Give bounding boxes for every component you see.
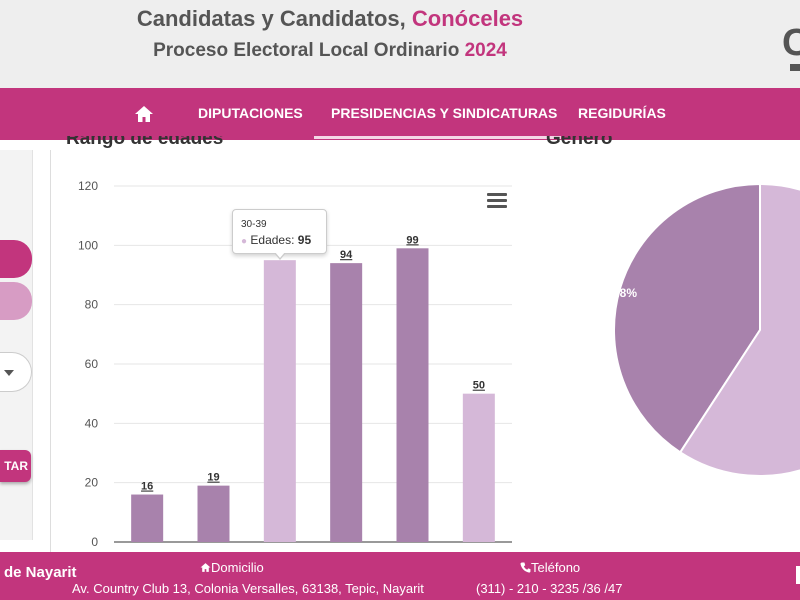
bar[interactable] — [131, 494, 164, 542]
footer-edge-icon — [796, 566, 800, 584]
y-tick-label: 20 — [85, 476, 99, 490]
tooltip-row: ● Edades: 95 — [241, 233, 311, 247]
gender-pie-chart: 40.8% — [603, 182, 800, 477]
bar-chart-title: Rango de edades — [66, 136, 224, 149]
footer-address-heading: Domicilio — [200, 560, 264, 575]
bar-chart-title-clip: Rango de edades — [66, 136, 266, 154]
subtitle-year: 2024 — [464, 40, 507, 61]
bar-data-label: 99 — [406, 234, 418, 246]
footer-phone-heading: Teléfono — [520, 560, 580, 575]
phone-icon — [520, 562, 531, 573]
chart-menu-icon[interactable] — [487, 193, 507, 209]
chart-tooltip: 30-39 ● Edades: 95 — [232, 209, 327, 254]
bar-data-label: 19 — [207, 472, 219, 484]
tooltip-series-name: Edades: — [250, 233, 295, 247]
bar[interactable] — [330, 263, 363, 542]
title-accent: Conóceles — [411, 6, 524, 31]
y-tick-label: 0 — [91, 535, 98, 549]
bar-data-label: 50 — [473, 380, 485, 392]
filter-option-button-1[interactable] — [0, 240, 32, 278]
bar[interactable] — [263, 260, 296, 542]
tooltip-series-dot: ● — [241, 236, 248, 247]
pie-chart-title-clip: Género — [546, 136, 666, 154]
y-tick-label: 60 — [85, 357, 99, 371]
filter-select[interactable] — [0, 352, 32, 392]
y-tick-label: 120 — [78, 179, 98, 193]
filter-option-button-2[interactable] — [0, 282, 32, 320]
page-title: Candidatas y Candidatos, Conóceles — [0, 6, 660, 32]
page-subtitle: Proceso Electoral Local Ordinario 2024 — [0, 40, 660, 62]
tooltip-arrow — [275, 252, 285, 258]
bar-data-label: 16 — [141, 481, 153, 493]
age-range-bar-chart: 0 20 40 60 80 100 120 16 19 94 99 50 — [78, 179, 512, 549]
active-tab-indicator — [314, 136, 561, 139]
pie-slice[interactable] — [678, 182, 800, 477]
nav-item-presidencias[interactable]: PRESIDENCIAS Y SINDICATURAS — [331, 105, 558, 121]
nav-item-regidurias[interactable]: REGIDURÍAS — [578, 105, 666, 121]
subtitle-main: Proceso Electoral Local Ordinario — [153, 40, 460, 61]
y-tick-label: 40 — [85, 416, 99, 430]
tooltip-category: 30-39 — [241, 219, 267, 230]
footer-phone: (311) - 210 - 3235 /36 /47 — [476, 581, 623, 596]
home-icon — [200, 563, 211, 572]
consult-button[interactable]: TAR — [0, 450, 31, 482]
logo-mark — [790, 64, 800, 71]
bar-data-label: 94 — [340, 249, 353, 261]
logo: C — [782, 22, 800, 64]
footer-org-name: de Nayarit — [4, 564, 77, 581]
y-tick-label: 100 — [78, 238, 98, 252]
nav-item-diputaciones[interactable]: DIPUTACIONES — [198, 105, 303, 121]
footer-address: Av. Country Club 13, Colonia Versalles, … — [72, 581, 424, 596]
footer-address-heading-label: Domicilio — [211, 560, 264, 575]
main-nav: DIPUTACIONES PRESIDENCIAS Y SINDICATURAS… — [0, 88, 800, 140]
consult-button-label: TAR — [4, 459, 28, 473]
title-main: Candidatas y Candidatos, — [136, 6, 406, 31]
bar[interactable] — [462, 393, 495, 542]
panel-divider — [50, 150, 51, 552]
bar[interactable] — [396, 248, 429, 543]
y-tick-label: 80 — [85, 298, 99, 312]
pie-chart-title: Género — [546, 136, 613, 149]
chevron-down-icon — [4, 370, 14, 376]
pie-slice-label: 40.8% — [603, 286, 637, 300]
page-footer: de Nayarit Domicilio Av. Country Club 13… — [0, 552, 800, 600]
home-icon[interactable] — [134, 104, 154, 124]
footer-phone-heading-label: Teléfono — [531, 560, 581, 575]
page-header: Candidatas y Candidatos, Conóceles Proce… — [0, 0, 800, 88]
bar[interactable] — [197, 485, 230, 542]
tooltip-value: 95 — [297, 233, 312, 247]
